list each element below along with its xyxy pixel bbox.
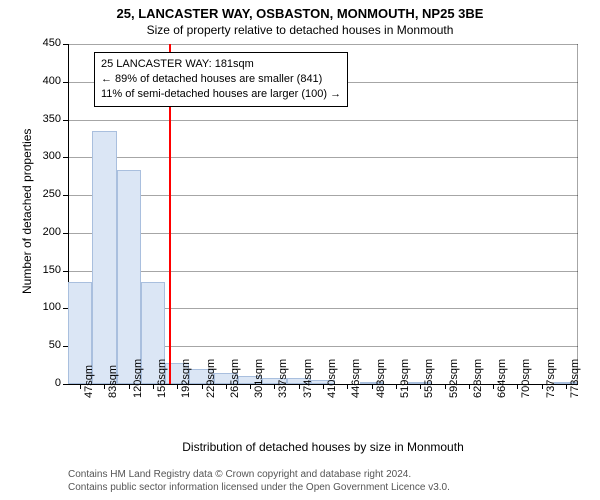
x-tick-label: 156sqm bbox=[156, 392, 168, 398]
x-tick-label: 446sqm bbox=[350, 392, 362, 398]
x-axis-label: Distribution of detached houses by size … bbox=[68, 440, 578, 454]
x-tick bbox=[469, 384, 470, 389]
annotation-line: 11% of semi-detached houses are larger (… bbox=[101, 87, 341, 102]
footer-line-2: Contains public sector information licen… bbox=[68, 481, 450, 494]
x-tick-label: 628sqm bbox=[472, 392, 484, 398]
x-tick-label: 47sqm bbox=[83, 392, 95, 398]
x-tick bbox=[493, 384, 494, 389]
x-tick bbox=[274, 384, 275, 389]
x-tick bbox=[299, 384, 300, 389]
x-tick bbox=[80, 384, 81, 389]
y-tick-label: 450 bbox=[28, 37, 61, 49]
x-tick-label: 483sqm bbox=[375, 392, 387, 398]
x-tick-label: 83sqm bbox=[107, 392, 119, 398]
chart-container: { "titles": { "main": "25, LANCASTER WAY… bbox=[0, 0, 600, 500]
x-tick bbox=[517, 384, 518, 389]
x-tick bbox=[104, 384, 105, 389]
x-tick-label: 700sqm bbox=[520, 392, 532, 398]
x-tick-label: 301sqm bbox=[253, 392, 265, 398]
annotation-box: 25 LANCASTER WAY: 181sqm← 89% of detache… bbox=[94, 52, 348, 107]
chart-title: 25, LANCASTER WAY, OSBASTON, MONMOUTH, N… bbox=[0, 0, 600, 21]
x-tick bbox=[372, 384, 373, 389]
footer-line-1: Contains HM Land Registry data © Crown c… bbox=[68, 468, 450, 481]
plot-area: 05010015020025030035040045047sqm83sqm120… bbox=[68, 44, 578, 384]
x-tick bbox=[202, 384, 203, 389]
chart-subtitle: Size of property relative to detached ho… bbox=[0, 21, 600, 37]
y-tick-label: 50 bbox=[28, 339, 61, 351]
annotation-line: ← 89% of detached houses are smaller (84… bbox=[101, 72, 341, 87]
x-tick-label: 410sqm bbox=[326, 392, 338, 398]
footer-attribution: Contains HM Land Registry data © Crown c… bbox=[68, 468, 450, 494]
x-tick-label: 555sqm bbox=[423, 392, 435, 398]
x-tick bbox=[323, 384, 324, 389]
x-tick-label: 374sqm bbox=[302, 392, 314, 398]
x-tick bbox=[396, 384, 397, 389]
histogram-bar bbox=[117, 170, 141, 384]
right-border bbox=[577, 44, 578, 384]
x-tick bbox=[129, 384, 130, 389]
histogram-bar bbox=[92, 131, 116, 384]
y-tick-label: 100 bbox=[28, 301, 61, 313]
x-tick bbox=[445, 384, 446, 389]
y-axis-label: Number of detached properties bbox=[20, 129, 34, 294]
x-tick-label: 337sqm bbox=[277, 392, 289, 398]
x-tick bbox=[566, 384, 567, 389]
x-tick bbox=[542, 384, 543, 389]
y-tick-label: 350 bbox=[28, 113, 61, 125]
x-tick bbox=[250, 384, 251, 389]
annotation-line: 25 LANCASTER WAY: 181sqm bbox=[101, 57, 341, 72]
x-tick-label: 265sqm bbox=[229, 392, 241, 398]
x-tick-label: 592sqm bbox=[448, 392, 460, 398]
x-tick bbox=[420, 384, 421, 389]
x-tick bbox=[153, 384, 154, 389]
x-tick bbox=[226, 384, 227, 389]
x-tick bbox=[177, 384, 178, 389]
y-tick-label: 0 bbox=[28, 377, 61, 389]
x-tick-label: 773sqm bbox=[569, 392, 581, 398]
x-tick-label: 192sqm bbox=[180, 392, 192, 398]
x-tick bbox=[347, 384, 348, 389]
x-tick-label: 664sqm bbox=[496, 392, 508, 398]
x-tick-label: 120sqm bbox=[132, 392, 144, 398]
y-tick-label: 400 bbox=[28, 75, 61, 87]
x-tick-label: 229sqm bbox=[205, 392, 217, 398]
x-tick-label: 737sqm bbox=[545, 392, 557, 398]
x-tick-label: 519sqm bbox=[399, 392, 411, 398]
